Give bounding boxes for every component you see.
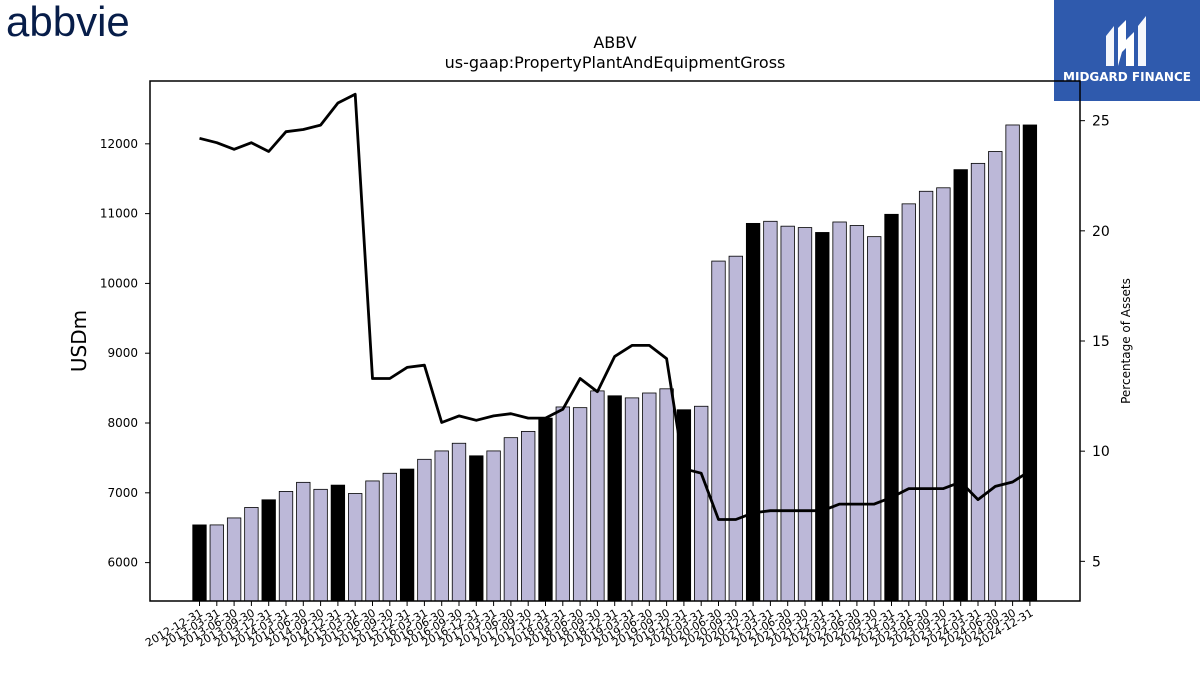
bar-2015-03-31 <box>348 493 363 602</box>
bar-2022-03-31 <box>832 221 847 602</box>
y-tick-label-9000: 9000 <box>107 346 138 360</box>
bar-2023-06-30 <box>918 190 934 602</box>
bar-2018-03-31 <box>555 406 570 602</box>
bar-2013-09-30 <box>244 507 259 602</box>
bar-2014-09-30 <box>313 488 328 602</box>
bar-2016-09-30 <box>451 442 467 602</box>
bar-2015-09-30 <box>382 472 397 602</box>
bar-2016-06-30 <box>434 450 449 602</box>
bar-2017-12-31 <box>538 417 553 602</box>
bar-2018-12-31 <box>607 395 622 602</box>
bar-2023-12-31 <box>953 169 968 602</box>
bar-2023-03-31 <box>901 203 916 602</box>
bar-2022-06-30 <box>849 225 865 602</box>
bar-2022-12-31 <box>884 213 899 602</box>
chart-subtitle: us-gaap:PropertyPlantAndEquipmentGross <box>445 53 786 72</box>
axes-layer: 6000 7000 8000 9000 10000 11000 12000 5 10 15 20 25… <box>100 80 1110 650</box>
bar-2020-12-31 <box>745 222 761 602</box>
y-axis-label: USDm <box>67 310 91 372</box>
percentage-of-assets-line <box>199 92 1031 521</box>
bar-2020-09-30 <box>728 255 743 602</box>
bar-2021-03-31 <box>763 220 778 602</box>
bar-2024-12-31 <box>1022 124 1038 602</box>
y2-tick-label-10: 10 <box>1092 444 1110 460</box>
line-layer <box>199 92 1031 521</box>
y-tick-label-10000: 10000 <box>100 276 138 290</box>
y-tick-label-12000: 12000 <box>100 137 138 151</box>
bar-2013-12-31 <box>261 499 276 602</box>
bars-layer <box>192 124 1038 602</box>
bar-2012-12-31 <box>192 524 207 602</box>
midgard-finance-logo: MIDGARD FINANCE <box>1054 0 1200 101</box>
abbvie-logo: abbvie <box>6 4 130 44</box>
bar-2017-03-31 <box>486 450 501 602</box>
bar-2016-03-31 <box>417 458 432 602</box>
y2-tick-label-15: 15 <box>1092 334 1110 350</box>
bar-2020-03-31 <box>694 405 709 602</box>
abbvie-logo-text: abbvie <box>6 4 130 44</box>
y2-tick-label-20: 20 <box>1092 224 1110 240</box>
bar-2021-09-30 <box>797 227 813 602</box>
y2-tick-label-5: 5 <box>1092 554 1101 570</box>
bar-2018-06-30 <box>572 407 588 602</box>
bar-2015-12-31 <box>399 468 415 602</box>
bar-2014-12-31 <box>330 484 346 602</box>
bar-2020-06-30 <box>711 260 726 602</box>
bar-2022-09-30 <box>867 236 882 602</box>
y-tick-label-7000: 7000 <box>107 486 138 500</box>
bar-2021-12-31 <box>815 232 830 602</box>
bar-2013-06-30 <box>226 517 242 602</box>
bar-2015-06-30 <box>365 480 380 602</box>
bar-2013-03-31 <box>209 524 224 602</box>
bar-2014-03-31 <box>278 491 294 602</box>
chart-title: ABBV <box>593 33 636 52</box>
bar-2017-09-30 <box>521 430 536 602</box>
midgard-finance-emblem: MIDGARD FINANCE <box>1063 16 1191 84</box>
bar-2014-06-30 <box>296 481 311 602</box>
bar-2016-12-31 <box>469 455 484 602</box>
y-tick-label-8000: 8000 <box>107 416 138 430</box>
bar-2024-03-31 <box>970 162 986 602</box>
y-tick-label-11000: 11000 <box>100 207 138 221</box>
bar-2018-09-30 <box>590 390 605 602</box>
y2-axis-label: Percentage of Assets <box>1119 278 1133 404</box>
y-tick-label-6000: 6000 <box>107 556 138 570</box>
bar-2019-06-30 <box>642 392 657 602</box>
bar-2019-03-31 <box>624 397 640 602</box>
bar-2023-09-30 <box>936 187 951 602</box>
bar-2024-06-30 <box>988 151 1003 602</box>
y2-tick-label-25: 25 <box>1092 114 1110 130</box>
bar-2021-06-30 <box>780 225 795 602</box>
bar-2017-06-30 <box>503 437 519 602</box>
bar-2019-09-30 <box>659 388 674 602</box>
bar-2024-09-30 <box>1005 124 1020 602</box>
midgard-finance-text: MIDGARD FINANCE <box>1063 70 1191 84</box>
